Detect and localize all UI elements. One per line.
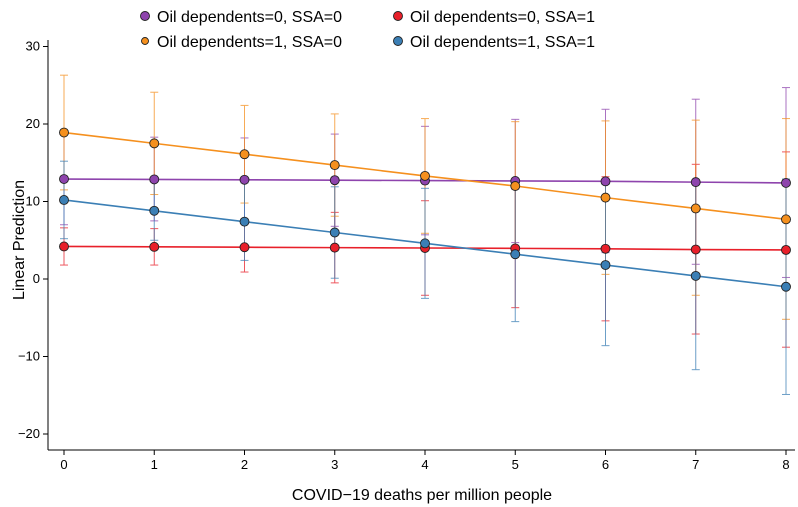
data-point	[600, 192, 611, 203]
data-point	[781, 214, 791, 225]
data-point	[149, 174, 160, 185]
data-point	[149, 205, 160, 216]
y-tick-label: 30	[26, 39, 40, 54]
data-point	[510, 249, 521, 260]
data-point	[781, 281, 791, 292]
data-point	[690, 203, 701, 214]
legend: Oil dependents=0, SSA=0 Oil dependents=0,…	[140, 9, 595, 51]
data-point	[600, 260, 611, 270]
legend-marker	[393, 11, 403, 21]
data-point	[59, 127, 69, 138]
data-point	[329, 175, 340, 186]
x-tick-label: 6	[602, 457, 609, 472]
legend-marker	[140, 11, 150, 21]
y-tick-label: 20	[26, 116, 40, 131]
data-point	[59, 194, 69, 205]
data-point	[510, 181, 521, 191]
data-point	[239, 216, 250, 227]
data-point	[59, 174, 69, 184]
data-point	[600, 176, 611, 187]
data-point	[239, 149, 250, 160]
legend-marker	[141, 37, 149, 45]
data-point	[149, 241, 160, 252]
data-point	[600, 243, 611, 254]
x-axis-title: COVID−19 deaths per million people	[292, 487, 552, 504]
data-point	[420, 238, 430, 249]
y-axis-title: Linear Prediction	[11, 180, 28, 300]
y-tick-label: 0	[33, 271, 40, 286]
x-tick-label: 0	[60, 457, 67, 472]
legend-item: Oil dependents=0, SSA=0	[140, 9, 342, 26]
legend-marker	[393, 36, 403, 46]
data-point	[781, 177, 791, 188]
y-tick-label: 10	[26, 194, 40, 209]
y-tick-label: −10	[18, 349, 40, 364]
y-tick-label: −20	[18, 426, 40, 441]
x-tick-label: 3	[331, 457, 338, 472]
data-point	[149, 138, 160, 149]
data-point	[690, 177, 701, 188]
axes: 30 20 10 0 −10 −20 0 1 2 3 4 5 6 7 8	[18, 39, 795, 472]
legend-label: Oil dependents=0, SSA=1	[410, 9, 595, 26]
data-point	[329, 160, 340, 171]
data-point	[420, 170, 430, 181]
x-tick-label: 8	[782, 457, 789, 472]
data-point	[239, 242, 250, 253]
data-point	[329, 242, 340, 253]
x-tick-label: 5	[512, 457, 519, 472]
legend-item: Oil dependents=1, SSA=0	[141, 34, 342, 51]
data-point	[239, 174, 250, 185]
x-tick-label: 7	[692, 457, 699, 472]
x-tick-label: 4	[421, 457, 428, 472]
data-point	[781, 244, 791, 255]
data-point	[59, 241, 69, 252]
x-tick-label: 1	[151, 457, 158, 472]
data-point	[690, 244, 701, 255]
data-point	[690, 270, 701, 281]
series-points	[59, 127, 791, 292]
legend-label: Oil dependents=1, SSA=1	[410, 34, 595, 51]
legend-label: Oil dependents=1, SSA=0	[157, 34, 342, 51]
legend-item: Oil dependents=0, SSA=1	[393, 9, 595, 26]
x-tick-label: 2	[241, 457, 248, 472]
legend-label: Oil dependents=0, SSA=0	[157, 9, 342, 26]
data-point	[329, 227, 340, 238]
legend-item: Oil dependents=1, SSA=1	[393, 34, 595, 51]
